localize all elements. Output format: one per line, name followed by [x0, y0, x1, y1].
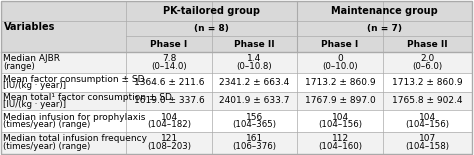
Text: 0: 0 — [337, 54, 343, 63]
Text: (108–203): (108–203) — [147, 142, 191, 151]
Text: 2.0: 2.0 — [420, 54, 435, 63]
Text: (range): (range) — [3, 62, 35, 71]
Text: 1713.2 ± 860.9: 1713.2 ± 860.9 — [305, 78, 375, 87]
Text: (104–160): (104–160) — [318, 142, 362, 151]
Text: 1713.2 ± 860.9: 1713.2 ± 860.9 — [392, 78, 463, 87]
Bar — [1, 52, 472, 73]
Text: (0–14.0): (0–14.0) — [151, 62, 187, 71]
Bar — [1, 1, 472, 21]
Text: [IU/(kg · year)]: [IU/(kg · year)] — [3, 81, 66, 90]
Text: 7.8: 7.8 — [162, 54, 176, 63]
Text: 1767.9 ± 897.0: 1767.9 ± 897.0 — [305, 96, 375, 105]
Text: (n = 8): (n = 8) — [194, 24, 229, 33]
Text: Mean total¹ factor consumption ± SD: Mean total¹ factor consumption ± SD — [3, 93, 172, 102]
Text: 104: 104 — [419, 113, 436, 122]
Text: (n = 7): (n = 7) — [367, 24, 402, 33]
Text: 104: 104 — [161, 113, 178, 122]
Text: [IU/(kg · year)]: [IU/(kg · year)] — [3, 100, 66, 109]
Text: (0–10.0): (0–10.0) — [322, 62, 358, 71]
Text: (times/year) (range): (times/year) (range) — [3, 120, 91, 129]
Text: (0–6.0): (0–6.0) — [412, 62, 443, 71]
Text: 107: 107 — [419, 134, 436, 143]
Text: (0–10.8): (0–10.8) — [237, 62, 272, 71]
Text: (times/year) (range): (times/year) (range) — [3, 142, 91, 151]
Text: 121: 121 — [161, 134, 178, 143]
Text: 1765.8 ± 902.4: 1765.8 ± 902.4 — [392, 96, 463, 105]
Bar — [1, 92, 472, 110]
Text: 104: 104 — [331, 113, 349, 122]
Text: (104–158): (104–158) — [406, 142, 450, 151]
Text: 1.4: 1.4 — [247, 54, 262, 63]
Text: Variables: Variables — [4, 22, 55, 31]
Text: 156: 156 — [246, 113, 263, 122]
Text: (104–365): (104–365) — [232, 120, 276, 129]
Text: (104–156): (104–156) — [318, 120, 362, 129]
Bar — [1, 21, 472, 36]
Text: Mean factor consumption ± SD: Mean factor consumption ± SD — [3, 75, 145, 84]
Text: 1364.6 ± 211.6: 1364.6 ± 211.6 — [134, 78, 204, 87]
Bar — [1, 36, 472, 52]
Text: Median total infusion frequency: Median total infusion frequency — [3, 134, 147, 143]
Text: (106–376): (106–376) — [232, 142, 276, 151]
Text: (104–182): (104–182) — [147, 120, 191, 129]
Bar — [1, 110, 472, 132]
Text: PK-tailored group: PK-tailored group — [163, 6, 260, 16]
Text: Phase II: Phase II — [234, 40, 275, 49]
Text: Phase I: Phase I — [321, 40, 359, 49]
Text: Median infusion for prophylaxis: Median infusion for prophylaxis — [3, 113, 146, 122]
Text: 161: 161 — [246, 134, 263, 143]
Bar — [1, 132, 472, 154]
Bar — [1, 73, 472, 92]
Text: Phase I: Phase I — [150, 40, 188, 49]
Text: 112: 112 — [331, 134, 349, 143]
Text: 2401.9 ± 633.7: 2401.9 ± 633.7 — [219, 96, 290, 105]
Text: Maintenance group: Maintenance group — [331, 6, 438, 16]
Text: 1619.0 ± 337.6: 1619.0 ± 337.6 — [134, 96, 204, 105]
Text: Phase II: Phase II — [407, 40, 448, 49]
Text: (104–156): (104–156) — [406, 120, 450, 129]
Text: 2341.2 ± 663.4: 2341.2 ± 663.4 — [219, 78, 290, 87]
Text: Median AJBR: Median AJBR — [3, 54, 60, 63]
